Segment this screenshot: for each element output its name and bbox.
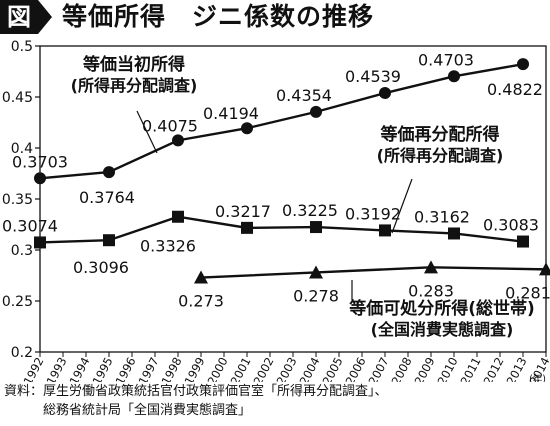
- y-tick-label: 0.2: [11, 345, 33, 361]
- series-2-data-label: 0.3225: [282, 201, 338, 220]
- y-tick-label: 0.4: [11, 141, 33, 157]
- x-tick-label: 2006: [343, 355, 369, 382]
- series-3-name-sub: (全国消費実態調査): [371, 320, 514, 339]
- series-1-point: [448, 70, 460, 83]
- y-tick-label: 0.5: [11, 39, 33, 55]
- x-tick-label: 2001: [228, 355, 254, 382]
- series-2-data-label: 0.3083: [483, 216, 539, 235]
- series-3-point: [194, 270, 208, 284]
- series-1-point: [379, 87, 391, 100]
- series-2-data-label: 0.3192: [345, 204, 401, 223]
- series-3-data-label: 0.283: [408, 281, 454, 300]
- series-1-name-sub: (所得再分配調査): [71, 76, 198, 95]
- series-1-data-label: 0.3764: [79, 188, 135, 207]
- series-2-point: [172, 210, 184, 223]
- series-2-leader-line: [391, 178, 413, 234]
- source-note: 資料：厚生労働省政策統括官付政策評価官室「所得再分配調査」、 総務省統計局「全国…: [4, 382, 388, 420]
- series-2-data-label: 0.3096: [73, 258, 129, 277]
- x-tick-label: 2013: [504, 355, 530, 382]
- series-line-2: [39, 215, 524, 244]
- series-1-data-label: 0.4539: [345, 67, 401, 86]
- source-line-2: 総務省統計局「全国消費実態調査」: [4, 403, 252, 418]
- series-3-point: [424, 260, 438, 274]
- x-tick-label: 2000: [205, 355, 231, 382]
- series-1-point: [34, 172, 46, 185]
- series-3-name: 等価可処分所得(総世帯): [349, 298, 535, 319]
- x-tick-label: 2003: [274, 355, 300, 382]
- series-2-point: [34, 236, 46, 249]
- source-line-1: 資料：厚生労働省政策統括官付政策評価官室「所得再分配調査」、: [4, 384, 388, 399]
- series-1-leader-line: [136, 110, 158, 154]
- x-tick-label: 1996: [113, 355, 139, 382]
- series-2-point: [310, 221, 322, 234]
- series-1-data-label: 0.4075: [142, 116, 198, 135]
- x-tick-label: 1997: [136, 355, 162, 382]
- x-tick-label: 1995: [90, 355, 116, 382]
- x-tick-label: 2004: [297, 355, 323, 382]
- series-2-name-sub: (所得再分配調査): [377, 146, 504, 165]
- y-tick-label: 0.3: [11, 243, 33, 259]
- series-1-point: [310, 105, 322, 118]
- series-2-point: [241, 221, 253, 234]
- x-tick-label: 2012: [481, 355, 507, 382]
- series-1-data-label: 0.4822: [487, 80, 543, 99]
- series-line-3: [200, 266, 547, 279]
- series-1-data-label: 0.4194: [203, 104, 259, 123]
- series-1-name: 等価当初所得: [83, 54, 185, 75]
- y-tick-label: 0.35: [2, 192, 33, 208]
- x-tick-label: 2002: [251, 355, 277, 382]
- series-1-data-label: 0.3703: [12, 152, 68, 171]
- badge-arrow-icon: [38, 0, 52, 34]
- x-tick-label: 1999: [182, 355, 208, 382]
- x-tick-label: 2009: [412, 355, 438, 382]
- series-3-point: [309, 265, 323, 279]
- series-2-data-label: 0.3217: [215, 202, 271, 221]
- series-2-data-label: 0.3326: [140, 237, 196, 256]
- series-1-point: [241, 122, 253, 135]
- chart-title: 等価所得 ジニ係数の推移: [62, 2, 375, 31]
- y-tick-label: 0.25: [2, 294, 33, 310]
- series-2-point: [379, 224, 391, 237]
- x-tick-label: 2007: [366, 355, 392, 382]
- x-tick-label: 1993: [44, 355, 70, 382]
- series-2-data-label: 0.3162: [414, 207, 470, 226]
- x-tick-label: 2010: [435, 355, 461, 382]
- series-3-data-label: 0.273: [178, 292, 224, 311]
- series-line-1: [39, 62, 524, 180]
- series-1-point: [172, 134, 184, 147]
- x-unit-label: (年): [529, 373, 546, 382]
- series-2-name: 等価再分配所得: [381, 124, 500, 145]
- x-tick-label: 1994: [67, 355, 93, 382]
- series-1-data-label: 0.4703: [418, 50, 474, 69]
- x-tick-label: 2005: [320, 355, 346, 382]
- series-1-point: [103, 166, 115, 179]
- series-3-data-label: 0.281: [505, 283, 550, 302]
- x-tick-label: 2008: [389, 355, 415, 382]
- series-2-point: [517, 235, 529, 248]
- series-3-data-label: 0.278: [293, 286, 339, 305]
- gini-line-chart: 0.20.250.30.350.40.450.51992199319941995…: [2, 39, 550, 382]
- series-3-point: [539, 262, 550, 276]
- figure-badge: 図: [0, 0, 38, 34]
- x-tick-label: 1998: [159, 355, 185, 382]
- series-2-data-label: 0.3074: [2, 216, 58, 235]
- x-tick-label: 2011: [458, 355, 484, 382]
- chart-header: 図 等価所得 ジニ係数の推移: [0, 0, 550, 36]
- series-1-point: [517, 58, 529, 71]
- series-1-data-label: 0.4354: [276, 86, 332, 105]
- series-2-point: [448, 227, 460, 240]
- y-tick-label: 0.45: [2, 90, 33, 106]
- series-2-point: [103, 234, 115, 247]
